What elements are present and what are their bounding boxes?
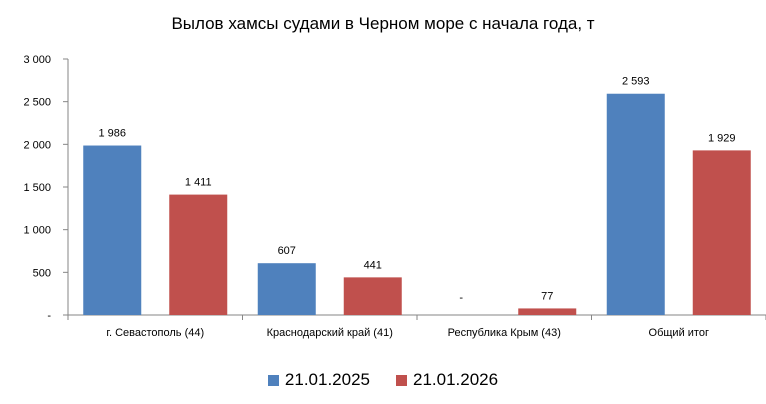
- legend-item-series-1: 21.01.2025: [267, 370, 370, 390]
- y-tick-label: 1 000: [23, 225, 51, 237]
- data-label: -: [459, 292, 463, 304]
- y-tick-label: 2 500: [23, 97, 51, 109]
- chart-title: Вылов хамсы судами в Черном море с начал…: [171, 14, 595, 33]
- bar: [257, 263, 316, 315]
- x-tick-label: Республика Крым (43): [448, 327, 561, 339]
- bar: [692, 150, 751, 315]
- legend-item-series-2: 21.01.2026: [396, 370, 498, 390]
- data-label: 77: [541, 290, 553, 302]
- axes: - 500 1 000 1 500 2 000 2 500 3 000 г. Севастоп…: [23, 54, 766, 339]
- bar: [606, 93, 665, 315]
- data-label: 607: [278, 245, 296, 257]
- y-tick-label: 500: [33, 267, 51, 279]
- legend-swatch-series-2: [396, 374, 407, 386]
- legend-label-series-2: 21.01.2026: [413, 370, 499, 389]
- legend-label-series-1: 21.01.2025: [284, 370, 370, 389]
- y-tick-label: 3 000: [23, 54, 51, 66]
- data-label: 2 593: [622, 76, 650, 88]
- data-label: 1 929: [708, 132, 736, 144]
- x-tick-label: Общий итог: [649, 327, 709, 339]
- y-tick-label: 2 000: [23, 139, 51, 151]
- data-label: 1 986: [98, 128, 126, 140]
- x-tick-label: г. Севастополь (44): [106, 327, 204, 339]
- y-tick-label: 1 500: [23, 182, 51, 194]
- data-label: 441: [364, 259, 382, 271]
- x-tick-label: Краснодарский край (41): [267, 327, 393, 339]
- bar: [518, 308, 577, 315]
- bar: [169, 194, 228, 315]
- legend-swatch-series-1: [267, 374, 279, 386]
- labels: 1 986 1 411 607 441 - 77 2 593 1 929: [98, 76, 735, 304]
- bar: [83, 145, 142, 315]
- bars: [83, 93, 751, 315]
- legend: 21.01.2025 21.01.2026: [0, 370, 766, 390]
- y-tick-label: -: [47, 310, 51, 322]
- bar: [343, 277, 402, 315]
- data-label: 1 411: [185, 177, 212, 189]
